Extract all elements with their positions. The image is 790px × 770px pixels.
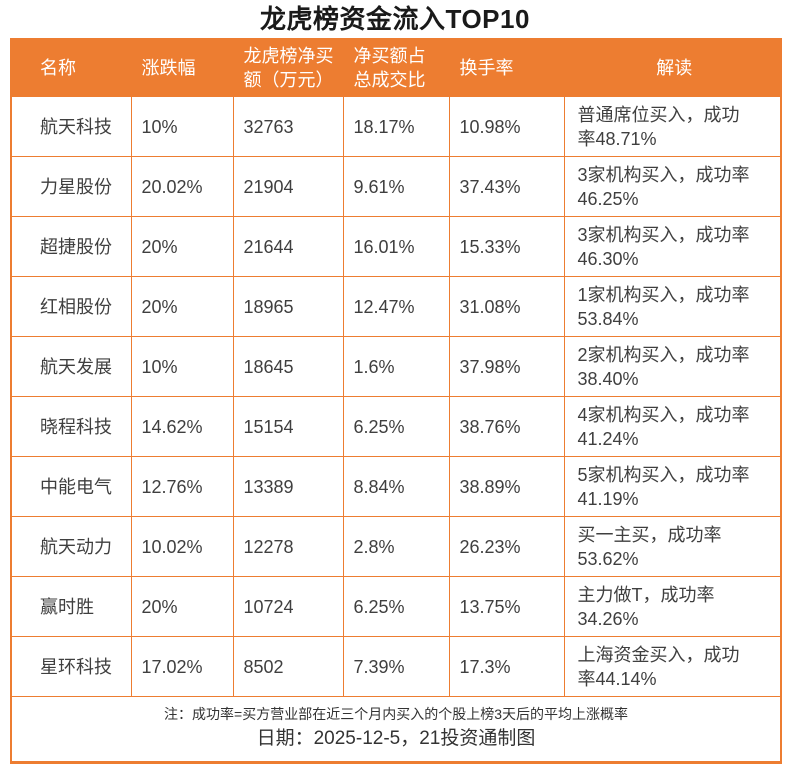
cell-net-buy-ratio: 18.17% <box>342 96 450 157</box>
cell-change-pct: 10% <box>130 336 234 397</box>
cell-turnover-rate: 38.89% <box>448 456 565 517</box>
footnote: 注：成功率=买方营业部在近三个月内买入的个股上榜3天后的平均上涨概率 <box>164 706 628 722</box>
cell-stock-name: 红相股份 <box>10 276 132 337</box>
cell-net-buy-ratio: 6.25% <box>342 576 450 637</box>
table-row: 力星股份 20.02% 21904 9.61% 37.43% 3家机构买入，成功率46.2… <box>10 156 782 217</box>
cell-turnover-rate: 13.75% <box>448 576 565 637</box>
cell-stock-name: 航天动力 <box>10 516 132 577</box>
column-header-net-buy-ratio: 净买额占总成交比 <box>342 38 450 97</box>
column-header-stock-name: 名称 <box>10 38 132 97</box>
cell-net-buy-ratio: 7.39% <box>342 636 450 697</box>
cell-net-buy-amount: 21904 <box>232 156 344 217</box>
table-row: 航天动力 10.02% 12278 2.8% 26.23% 买一主买，成功率53.62% <box>10 516 782 577</box>
cell-stock-name: 超捷股份 <box>10 216 132 277</box>
footer-cell: 注：成功率=买方营业部在近三个月内买入的个股上榜3天后的平均上涨概率 日期：20… <box>10 696 782 763</box>
cell-change-pct: 20% <box>130 276 234 337</box>
cell-change-pct: 12.76% <box>130 456 234 517</box>
cell-net-buy-amount: 13389 <box>232 456 344 517</box>
page-title: 龙虎榜资金流入TOP10 <box>260 4 530 34</box>
cell-stock-name: 力星股份 <box>10 156 132 217</box>
cell-turnover-rate: 17.3% <box>448 636 565 697</box>
cell-net-buy-ratio: 6.25% <box>342 396 450 457</box>
table-row: 航天科技 10% 32763 18.17% 10.98% 普通席位买入，成功率48.71% <box>10 96 782 157</box>
cell-change-pct: 14.62% <box>130 396 234 457</box>
cell-net-buy-ratio: 1.6% <box>342 336 450 397</box>
cell-turnover-rate: 37.43% <box>448 156 565 217</box>
cell-net-buy-ratio: 2.8% <box>342 516 450 577</box>
cell-net-buy-amount: 21644 <box>232 216 344 277</box>
cell-change-pct: 20% <box>130 576 234 637</box>
cell-stock-name: 晓程科技 <box>10 396 132 457</box>
footer-row: 注：成功率=买方营业部在近三个月内买入的个股上榜3天后的平均上涨概率 日期：20… <box>10 696 782 763</box>
table-row: 晓程科技 14.62% 15154 6.25% 38.76% 4家机构买入，成功率41.2… <box>10 396 782 457</box>
cell-interpretation: 3家机构买入，成功率46.30% <box>563 216 782 277</box>
cell-turnover-rate: 31.08% <box>448 276 565 337</box>
table-row: 中能电气 12.76% 13389 8.84% 38.89% 5家机构买入，成功率41.1… <box>10 456 782 517</box>
cell-turnover-rate: 26.23% <box>448 516 565 577</box>
table-head: 名称 涨跌幅 龙虎榜净买额（万元） 净买额占总成交比 换手率 解读 <box>10 38 782 97</box>
cell-net-buy-amount: 18965 <box>232 276 344 337</box>
cell-net-buy-amount: 15154 <box>232 396 344 457</box>
cell-turnover-rate: 38.76% <box>448 396 565 457</box>
table-row: 赢时胜 20% 10724 6.25% 13.75% 主力做T，成功率34.26% <box>10 576 782 637</box>
cell-interpretation: 上海资金买入，成功率44.14% <box>563 636 782 697</box>
cell-net-buy-amount: 10724 <box>232 576 344 637</box>
cell-net-buy-amount: 18645 <box>232 336 344 397</box>
table-body: 航天科技 10% 32763 18.17% 10.98% 普通席位买入，成功率48.71%… <box>10 96 782 697</box>
cell-interpretation: 普通席位买入，成功率48.71% <box>563 96 782 157</box>
cell-interpretation: 2家机构买入，成功率38.40% <box>563 336 782 397</box>
cell-turnover-rate: 37.98% <box>448 336 565 397</box>
cell-turnover-rate: 10.98% <box>448 96 565 157</box>
cell-change-pct: 20% <box>130 216 234 277</box>
cell-stock-name: 航天科技 <box>10 96 132 157</box>
cell-net-buy-amount: 8502 <box>232 636 344 697</box>
cell-net-buy-ratio: 12.47% <box>342 276 450 337</box>
cell-stock-name: 航天发展 <box>10 336 132 397</box>
cell-change-pct: 10.02% <box>130 516 234 577</box>
cell-interpretation: 5家机构买入，成功率41.19% <box>563 456 782 517</box>
cell-interpretation: 3家机构买入，成功率46.25% <box>563 156 782 217</box>
cell-change-pct: 20.02% <box>130 156 234 217</box>
cell-net-buy-ratio: 9.61% <box>342 156 450 217</box>
cell-change-pct: 10% <box>130 96 234 157</box>
cell-stock-name: 星环科技 <box>10 636 132 697</box>
column-header-net-buy-amount: 龙虎榜净买额（万元） <box>232 38 344 97</box>
cell-stock-name: 中能电气 <box>10 456 132 517</box>
cell-net-buy-amount: 32763 <box>232 96 344 157</box>
table-foot: 注：成功率=买方营业部在近三个月内买入的个股上榜3天后的平均上涨概率 日期：20… <box>10 696 782 763</box>
table-row: 星环科技 17.02% 8502 7.39% 17.3% 上海资金买入，成功率44.14% <box>10 636 782 697</box>
cell-turnover-rate: 15.33% <box>448 216 565 277</box>
column-header-change-pct: 涨跌幅 <box>130 38 234 97</box>
cell-interpretation: 主力做T，成功率34.26% <box>563 576 782 637</box>
cell-stock-name: 赢时胜 <box>10 576 132 637</box>
column-header-turnover-rate: 换手率 <box>448 38 565 97</box>
ranking-table: 名称 涨跌幅 龙虎榜净买额（万元） 净买额占总成交比 换手率 解读 航天科技 10% 3276… <box>10 38 782 764</box>
table-row: 超捷股份 20% 21644 16.01% 15.33% 3家机构买入，成功率46.30% <box>10 216 782 277</box>
column-header-interpretation: 解读 <box>563 38 782 97</box>
table-row: 航天发展 10% 18645 1.6% 37.98% 2家机构买入，成功率38.40% <box>10 336 782 397</box>
header-row: 名称 涨跌幅 龙虎榜净买额（万元） 净买额占总成交比 换手率 解读 <box>10 38 782 97</box>
cell-interpretation: 4家机构买入，成功率41.24% <box>563 396 782 457</box>
cell-change-pct: 17.02% <box>130 636 234 697</box>
cell-interpretation: 1家机构买入，成功率53.84% <box>563 276 782 337</box>
date-line: 日期：2025-12-5，21投资通制图 <box>256 728 536 749</box>
cell-net-buy-ratio: 16.01% <box>342 216 450 277</box>
cell-net-buy-ratio: 8.84% <box>342 456 450 517</box>
cell-net-buy-amount: 12278 <box>232 516 344 577</box>
cell-interpretation: 买一主买，成功率53.62% <box>563 516 782 577</box>
table-row: 红相股份 20% 18965 12.47% 31.08% 1家机构买入，成功率53.84% <box>10 276 782 337</box>
